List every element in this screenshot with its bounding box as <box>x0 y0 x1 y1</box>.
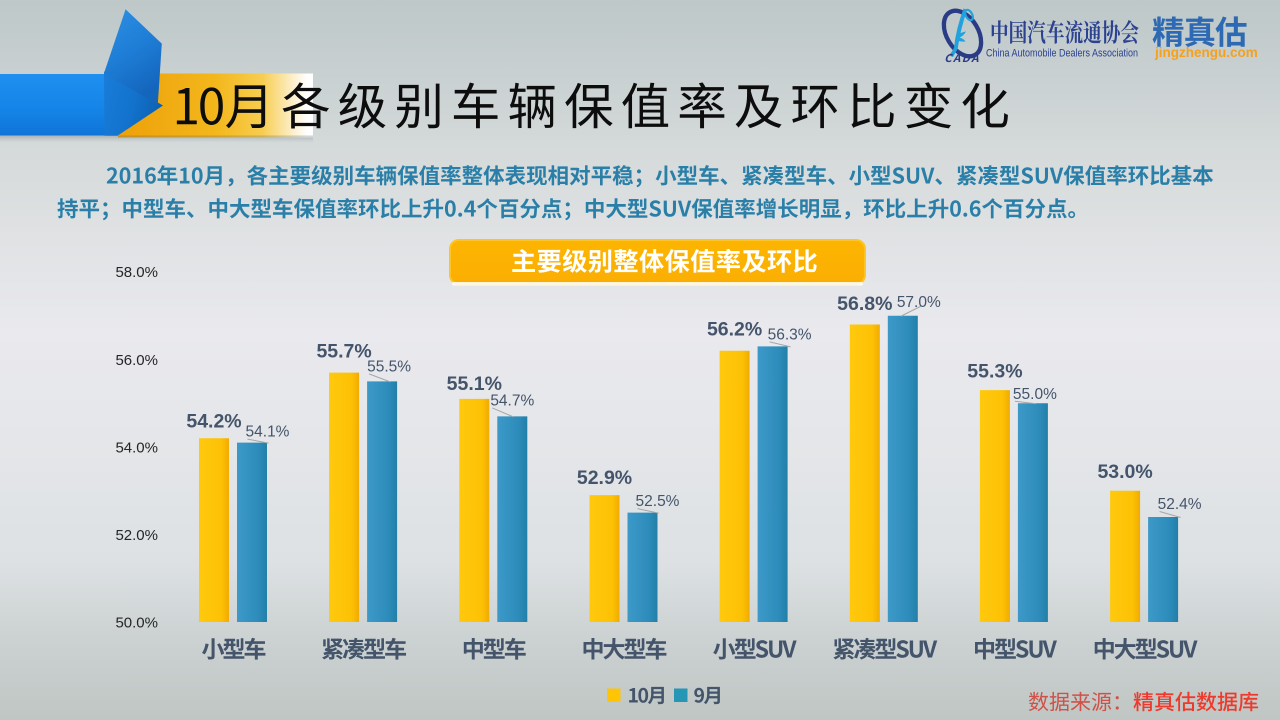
svg-text:52.0%: 52.0% <box>115 527 158 544</box>
svg-text:55.1%: 55.1% <box>447 373 502 395</box>
svg-text:50.0%: 50.0% <box>115 614 158 631</box>
svg-text:55.0%: 55.0% <box>1013 386 1057 403</box>
svg-text:55.3%: 55.3% <box>967 361 1022 383</box>
svg-text:55.7%: 55.7% <box>316 341 371 363</box>
svg-text:56.2%: 56.2% <box>707 319 762 341</box>
svg-text:53.0%: 53.0% <box>1097 461 1152 483</box>
svg-text:54.0%: 54.0% <box>115 439 158 456</box>
svg-text:54.1%: 54.1% <box>246 424 290 441</box>
svg-text:52.9%: 52.9% <box>577 467 632 489</box>
svg-text:56.8%: 56.8% <box>837 293 892 315</box>
svg-text:54.7%: 54.7% <box>490 392 534 409</box>
svg-text:55.5%: 55.5% <box>367 358 411 375</box>
svg-text:54.2%: 54.2% <box>186 411 241 433</box>
svg-text:52.5%: 52.5% <box>636 493 680 510</box>
svg-text:jingzhengu.com: jingzhengu.com <box>1154 45 1258 60</box>
svg-text:58.0%: 58.0% <box>115 264 158 281</box>
svg-text:56.0%: 56.0% <box>115 352 158 369</box>
svg-text:57.0%: 57.0% <box>897 294 941 311</box>
svg-text:56.3%: 56.3% <box>768 326 812 343</box>
svg-text:China Automobile Dealers Assoc: China Automobile Dealers Association <box>986 48 1138 60</box>
svg-text:52.4%: 52.4% <box>1158 496 1202 513</box>
